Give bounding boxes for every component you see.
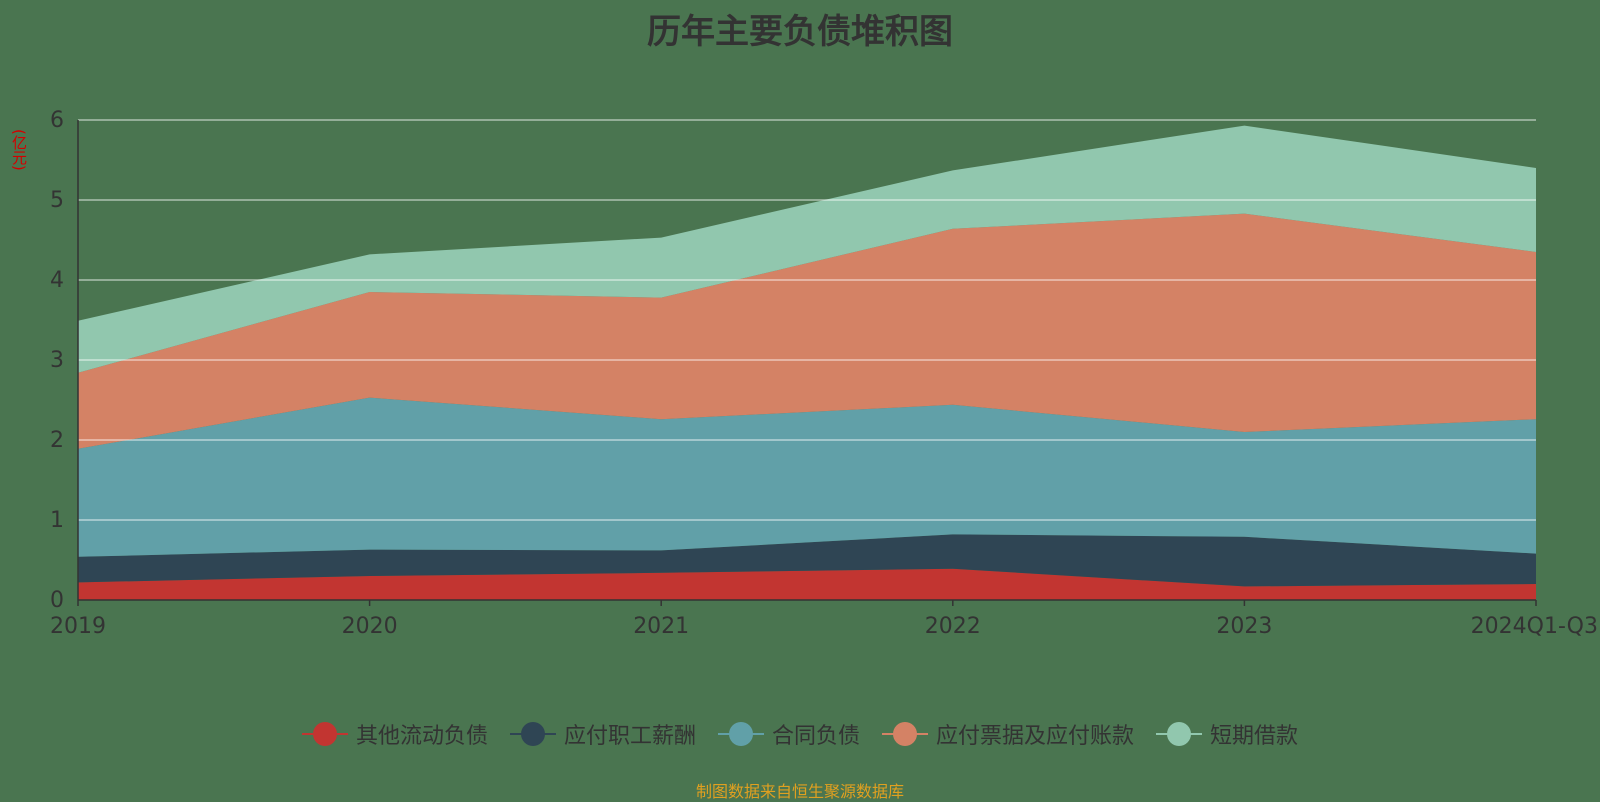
legend-marker <box>717 721 764 747</box>
legend-item-2[interactable]: 合同负债 <box>717 718 860 750</box>
legend-item-4[interactable]: 短期借款 <box>1156 718 1298 750</box>
x-tick-label: 2019 <box>50 614 106 639</box>
y-tick-label: 4 <box>50 268 64 293</box>
legend-marker <box>509 721 556 747</box>
y-tick-label: 5 <box>50 188 64 213</box>
series-area-2[interactable] <box>78 397 1536 557</box>
legend-item-3[interactable]: 应付票据及应付账款 <box>882 718 1134 750</box>
series-area-1[interactable] <box>78 534 1536 587</box>
y-axis-unit-label: (亿元) <box>10 129 28 171</box>
legend-label: 合同负债 <box>771 724 860 749</box>
x-tick-label: 2021 <box>633 614 689 639</box>
series-area-4[interactable] <box>78 125 1536 373</box>
x-tick-label: 2024Q1-Q3 <box>1471 614 1598 639</box>
series-areas <box>78 125 1536 600</box>
y-tick-label: 6 <box>50 108 64 133</box>
legend: 其他流动负债 应付职工薪酬 合同负债 应付票据及应付账款 短期借款 <box>0 718 1600 750</box>
y-tick-label: 0 <box>50 588 64 613</box>
legend-marker <box>1156 721 1203 747</box>
legend-label: 应付职工薪酬 <box>563 724 696 749</box>
source-note: 制图数据来自恒生聚源数据库 <box>695 782 904 801</box>
legend-item-0[interactable]: 其他流动负债 <box>301 718 488 750</box>
legend-marker <box>301 721 348 747</box>
y-tick-label: 2 <box>50 428 64 453</box>
chart-title: 历年主要负债堆积图 <box>647 12 953 52</box>
x-tick-labels: 2019 2020 2021 2022 2023 2024Q1-Q3 <box>50 600 1598 639</box>
x-tick-label: 2020 <box>342 614 398 639</box>
x-tick-label: 2022 <box>925 614 981 639</box>
y-tick-label: 1 <box>50 508 64 533</box>
legend-label: 短期借款 <box>1210 724 1299 749</box>
series-area-3[interactable] <box>78 213 1536 449</box>
legend-marker <box>882 721 928 747</box>
legend-label: 应付票据及应付账款 <box>936 724 1135 749</box>
x-tick-label: 2023 <box>1216 614 1272 639</box>
gridlines <box>78 119 1536 521</box>
series-area-0[interactable] <box>78 568 1536 600</box>
axes <box>77 120 1536 601</box>
legend-item-1[interactable]: 应付职工薪酬 <box>509 718 696 750</box>
y-tick-labels: 0 1 2 3 4 5 6 <box>50 108 64 613</box>
legend-label: 其他流动负债 <box>355 724 488 749</box>
y-tick-label: 3 <box>50 348 64 373</box>
